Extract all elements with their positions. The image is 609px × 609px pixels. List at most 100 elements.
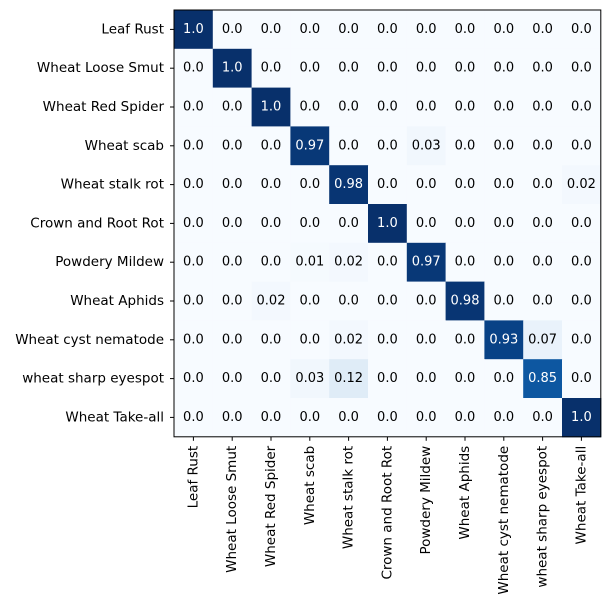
heatmap-cell [523, 126, 563, 166]
heatmap-cell [290, 165, 330, 205]
heatmap-cell [523, 48, 563, 89]
heatmap-cell [523, 320, 563, 360]
cell-value-label: 0.12 [334, 371, 363, 386]
cell-value-label: 0.0 [455, 371, 476, 386]
heatmap-cell [445, 10, 485, 50]
cell-value-label: 0.0 [377, 138, 398, 153]
cell-value-label: 0.0 [377, 294, 398, 309]
cell-value-label: 1.0 [377, 216, 398, 231]
heatmap-cell [368, 165, 408, 205]
cell-value-label: 0.0 [261, 216, 282, 231]
heatmap-cell [290, 398, 330, 438]
heatmap-cell [523, 87, 563, 127]
cell-value-label: 0.0 [493, 22, 514, 37]
cell-value-label: 0.0 [338, 410, 359, 425]
cell-value-label: 0.0 [222, 410, 243, 425]
heatmap-cell [174, 87, 214, 127]
cell-value-label: 0.0 [222, 216, 243, 231]
heatmap-cell [212, 87, 253, 127]
y-tick-label: Wheat Take-all [65, 409, 164, 425]
heatmap-cell [368, 126, 408, 166]
cell-value-label: 0.0 [183, 177, 204, 192]
heatmap-cell [212, 320, 253, 360]
cell-value-label: 0.85 [528, 371, 557, 386]
cell-value-label: 0.98 [334, 177, 363, 192]
heatmap-cell [406, 87, 447, 127]
heatmap-cell [484, 87, 524, 127]
heatmap-cell [562, 10, 602, 50]
x-tick-label: Wheat Red Spider [263, 445, 279, 567]
cell-value-label: 0.0 [377, 410, 398, 425]
cell-value-label: 0.0 [183, 138, 204, 153]
heatmap-cell [484, 398, 524, 438]
cell-value-label: 0.0 [455, 138, 476, 153]
heatmap-cell [212, 126, 253, 166]
heatmap-cell [445, 48, 485, 89]
cell-value-label: 0.0 [338, 294, 359, 309]
heatmap-cell [212, 398, 253, 438]
cell-value-label: 0.0 [416, 177, 437, 192]
cell-value-label: 0.0 [416, 410, 437, 425]
heatmap-cell [562, 281, 602, 321]
heatmap-cell [290, 281, 330, 321]
heatmap-cell [523, 165, 563, 205]
heatmap-cell [484, 126, 524, 166]
heatmap-cell [406, 48, 447, 89]
cell-value-label: 0.0 [455, 61, 476, 76]
x-axis-ticks: Leaf Rust Wheat Loose Smut Wheat Red Spide… [185, 436, 589, 595]
heatmap-cell [484, 204, 524, 244]
cell-value-label: 0.0 [183, 100, 204, 115]
y-tick-label: Wheat Aphids [70, 293, 164, 309]
heatmap-cell [562, 242, 602, 283]
heatmap-cell [174, 242, 214, 283]
cell-value-label: 0.0 [455, 100, 476, 115]
heatmap-cell [290, 320, 330, 360]
heatmap-cell [329, 48, 369, 89]
cell-value-label: 0.0 [222, 22, 243, 37]
y-tick-label: Wheat scab [85, 138, 164, 154]
heatmap-cell [562, 320, 602, 360]
heatmap-cell [368, 320, 408, 360]
heatmap-cell [406, 281, 447, 321]
heatmap-cell [406, 320, 447, 360]
heatmap-cell [174, 359, 214, 399]
heatmap-cell [445, 320, 485, 360]
heatmap-cell [523, 10, 563, 50]
cell-value-label: 0.0 [222, 332, 243, 347]
y-tick-label: Powdery Mildew [55, 254, 164, 270]
heatmap-cell [251, 359, 291, 399]
cell-value-label: 0.0 [532, 255, 553, 270]
cell-value-label: 0.0 [416, 61, 437, 76]
heatmap-cell [523, 242, 563, 283]
heatmap-cell [212, 165, 253, 205]
heatmap-cell [329, 398, 369, 438]
cell-value-label: 0.0 [338, 100, 359, 115]
y-tick-label: Wheat Red Spider [43, 99, 165, 115]
x-tick-label: Wheat Aphids [457, 446, 473, 540]
cell-value-label: 0.0 [571, 294, 592, 309]
cell-value-label: 0.0 [183, 61, 204, 76]
cell-value-label: 1.0 [571, 410, 592, 425]
cell-value-label: 0.0 [493, 294, 514, 309]
y-tick-label: Wheat cyst nematode [15, 332, 164, 348]
heatmap-cell [174, 10, 214, 50]
y-axis-ticks: Leaf Rust Wheat Loose Smut Wheat Red Spide… [15, 21, 174, 425]
heatmap-cell [484, 10, 524, 50]
heatmap-cell [212, 281, 253, 321]
heatmap-cell [251, 281, 291, 321]
heatmap-cell [368, 398, 408, 438]
heatmap-cell [406, 126, 447, 166]
cell-value-label: 0.0 [222, 100, 243, 115]
cell-value-label: 0.0 [493, 177, 514, 192]
cell-value-label: 0.0 [299, 410, 320, 425]
cell-value-label: 0.0 [183, 332, 204, 347]
x-tick-label: Leaf Rust [185, 446, 201, 509]
cell-value-label: 0.0 [571, 138, 592, 153]
cell-value-label: 0.0 [455, 410, 476, 425]
heatmap-cell [174, 48, 214, 89]
heatmap-cell [290, 48, 330, 89]
cell-value-label: 0.0 [493, 61, 514, 76]
heatmap-cell [445, 242, 485, 283]
cell-value-label: 0.0 [416, 100, 437, 115]
cell-value-label: 0.0 [532, 294, 553, 309]
